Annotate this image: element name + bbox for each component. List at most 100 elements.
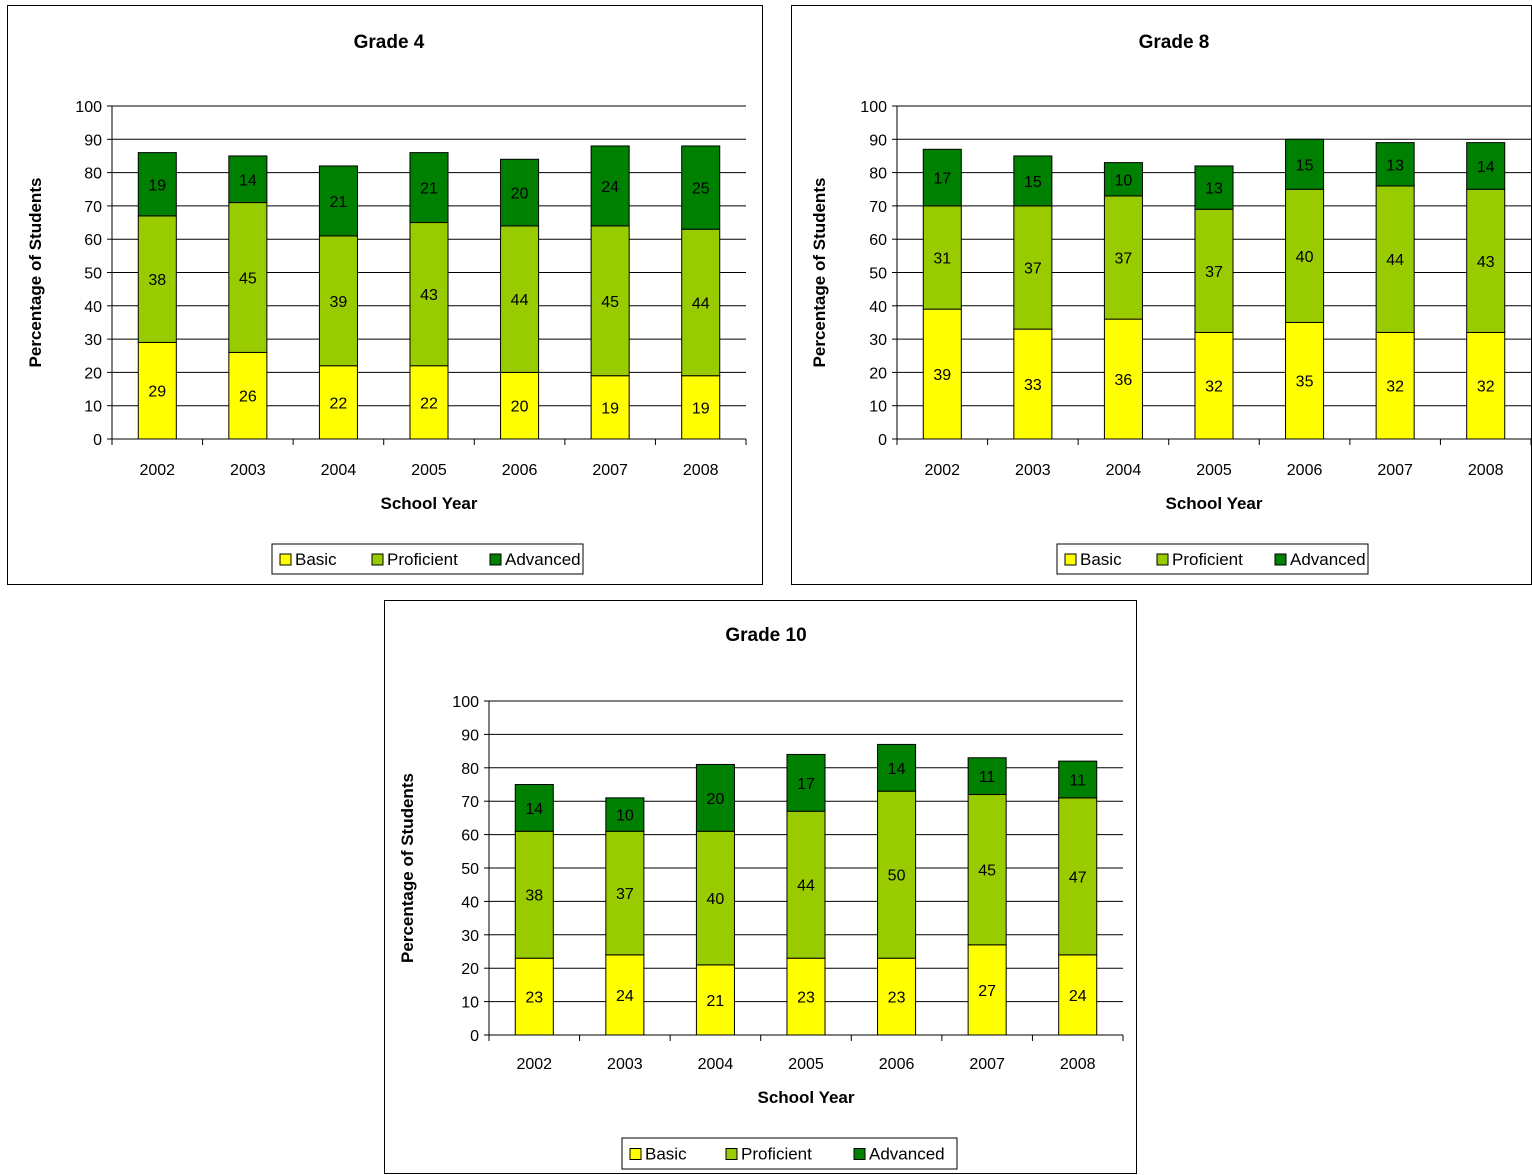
data-label-advanced: 13 [1205, 181, 1223, 198]
bar-advanced [1103, 162, 1143, 197]
bar-advanced [1058, 760, 1098, 799]
y-tick-label: 0 [93, 432, 102, 449]
y-tick-label: 30 [84, 332, 102, 349]
y-tick-label: 40 [869, 299, 887, 316]
bar-basic [228, 351, 268, 440]
y-tick-label: 20 [461, 961, 479, 978]
bar-proficient [695, 830, 735, 966]
data-label-advanced: 17 [933, 171, 951, 188]
data-label-proficient: 44 [1386, 252, 1404, 269]
bar-proficient [967, 794, 1007, 946]
x-tick-label: 2004 [698, 1056, 734, 1073]
data-label-basic: 22 [420, 395, 438, 412]
x-tick-label: 2003 [230, 462, 266, 479]
data-label-basic: 22 [330, 395, 348, 412]
bar-advanced [590, 145, 630, 227]
data-label-advanced: 24 [601, 179, 619, 196]
y-tick-label: 80 [869, 166, 887, 183]
bar-proficient [318, 235, 358, 367]
data-label-basic: 19 [601, 400, 619, 417]
legend-swatch-proficient [371, 553, 384, 566]
data-label-proficient: 37 [1024, 261, 1042, 278]
y-tick-label: 60 [869, 232, 887, 249]
data-label-basic: 39 [933, 367, 951, 384]
bar-basic [922, 308, 962, 440]
y-tick-label: 100 [860, 99, 887, 116]
data-label-advanced: 19 [148, 177, 166, 194]
bar-advanced [786, 753, 826, 812]
data-label-basic: 23 [888, 990, 906, 1007]
bar-basic [681, 375, 721, 440]
y-tick-label: 50 [869, 266, 887, 283]
bar-proficient [1103, 195, 1143, 320]
x-tick-label: 2008 [683, 462, 719, 479]
data-label-basic: 23 [797, 990, 815, 1007]
bar-basic [1103, 318, 1143, 440]
bar-advanced [1194, 165, 1234, 210]
x-tick-label: 2005 [788, 1056, 824, 1073]
data-label-proficient: 43 [1477, 254, 1495, 271]
bar-advanced [1285, 138, 1325, 190]
data-label-advanced: 20 [707, 791, 725, 808]
bar-proficient [409, 222, 449, 367]
legend-box [271, 543, 584, 575]
bar-advanced [1466, 142, 1506, 190]
y-tick-label: 0 [470, 1028, 479, 1045]
grade-10-chart-svg: Grade 10 0 10 20 30 40 50 60 70 80 90 100 Percentage… [398, 625, 1124, 1170]
legend-label-advanced: Advanced [869, 1145, 945, 1164]
x-axis-title: School Year [380, 494, 477, 513]
x-tick-label: 2007 [969, 1056, 1005, 1073]
data-label-proficient: 44 [797, 878, 815, 895]
bar-basic [1194, 331, 1234, 440]
data-label-proficient: 40 [1296, 249, 1314, 266]
x-tick-label: 2003 [1015, 462, 1051, 479]
y-tick-label: 100 [75, 99, 102, 116]
y-axis-title: Percentage of Students [26, 178, 45, 368]
data-label-proficient: 50 [888, 868, 906, 885]
data-label-basic: 20 [511, 399, 529, 416]
chart-title: Grade 10 [725, 625, 806, 646]
data-label-advanced: 21 [420, 181, 438, 198]
data-label-proficient: 44 [692, 295, 710, 312]
bar-advanced [605, 797, 645, 832]
bar-basic [877, 957, 917, 1036]
legend-swatch-proficient [725, 1148, 738, 1160]
x-tick-label: 2006 [879, 1056, 915, 1073]
y-tick-label: 30 [869, 332, 887, 349]
y-tick-label: 70 [869, 199, 887, 216]
data-label-basic: 21 [707, 993, 725, 1010]
x-tick-label: 2008 [1060, 1056, 1096, 1073]
x-tick-label: 2008 [1468, 462, 1504, 479]
grade-8-chart: Grade 8 0 10 20 30 40 50 60 70 80 90 100 Percentage … [791, 5, 1532, 585]
y-axis-title: Percentage of Students [810, 178, 829, 368]
bar-proficient [137, 215, 177, 343]
data-label-basic: 19 [692, 400, 710, 417]
bar-proficient [1013, 205, 1053, 330]
x-tick-label: 2002 [924, 462, 960, 479]
chart-title: Grade 8 [1139, 32, 1210, 53]
y-axis-title: Percentage of Students [398, 773, 417, 963]
legend-label-proficient: Proficient [741, 1145, 812, 1164]
bar-basic [409, 365, 449, 440]
y-tick-label: 10 [461, 995, 479, 1012]
y-tick-label: 100 [452, 694, 479, 711]
y-tick-label: 60 [84, 232, 102, 249]
data-label-proficient: 38 [148, 272, 166, 289]
legend-label-advanced: Advanced [505, 550, 581, 569]
data-label-basic: 29 [148, 384, 166, 401]
x-tick-label: 2002 [139, 462, 175, 479]
x-tick-label: 2006 [502, 462, 538, 479]
y-tick-label: 90 [461, 727, 479, 744]
bar-advanced [514, 784, 554, 832]
bar-advanced [318, 165, 358, 237]
data-label-advanced: 14 [1477, 159, 1495, 176]
data-label-basic: 32 [1205, 379, 1223, 396]
bar-basic [137, 341, 177, 440]
legend-swatch-advanced [853, 1148, 866, 1160]
legend-label-basic: Basic [295, 550, 337, 569]
bar-basic [1466, 331, 1506, 440]
data-label-basic: 27 [978, 983, 996, 1000]
y-tick-label: 70 [84, 199, 102, 216]
grade-4-chart-svg: Grade 4 0 10 20 30 40 50 60 70 80 90 100 Percentage … [26, 32, 747, 575]
y-tick-label: 50 [84, 266, 102, 283]
